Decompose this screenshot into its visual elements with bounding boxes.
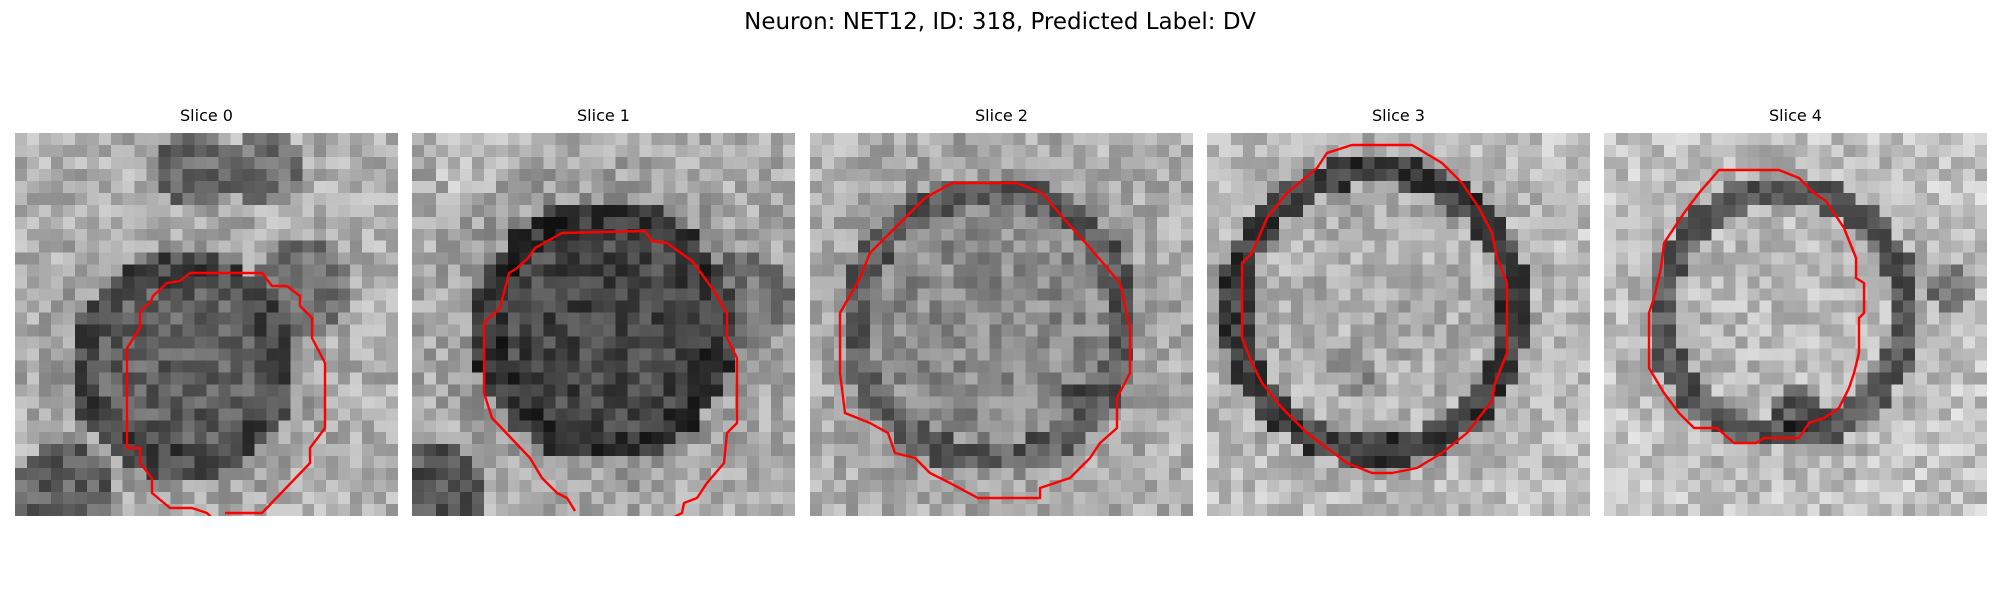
cell-outline xyxy=(125,271,327,516)
slice-image xyxy=(15,133,398,516)
slice-image xyxy=(412,133,795,516)
slice-panel-2: Slice 2 xyxy=(810,105,1193,516)
grayscale-patch xyxy=(15,133,398,516)
figure-title: Neuron: NET12, ID: 318, Predicted Label:… xyxy=(744,9,1256,35)
slice-title: Slice 3 xyxy=(1372,106,1425,125)
slice-image xyxy=(810,133,1193,516)
slice-title: Slice 0 xyxy=(180,106,233,125)
cell-outline-overlay xyxy=(125,271,327,516)
slice-image xyxy=(1604,133,1987,516)
slice-panel-0: Slice 0 xyxy=(15,105,398,516)
cell-outline-overlay xyxy=(1647,168,1866,445)
slice-title: Slice 4 xyxy=(1769,106,1822,125)
cell-outline-overlay xyxy=(482,229,739,516)
cell-outline xyxy=(1647,168,1866,445)
grayscale-patch xyxy=(1604,133,1987,516)
slice-panel-4: Slice 4 xyxy=(1604,105,1987,516)
slice-title: Slice 2 xyxy=(975,106,1028,125)
slice-panel-1: Slice 1 xyxy=(412,105,795,516)
slice-image xyxy=(1207,133,1590,516)
grayscale-patch xyxy=(412,133,795,516)
cell-outline-overlay xyxy=(838,181,1132,500)
cell-outline xyxy=(1240,143,1509,475)
cell-outline xyxy=(838,181,1132,500)
grayscale-patch xyxy=(1207,133,1590,516)
cell-outline xyxy=(482,229,739,516)
slice-panel-3: Slice 3 xyxy=(1207,105,1590,516)
cell-outline-overlay xyxy=(1240,143,1509,475)
slice-title: Slice 1 xyxy=(577,106,630,125)
